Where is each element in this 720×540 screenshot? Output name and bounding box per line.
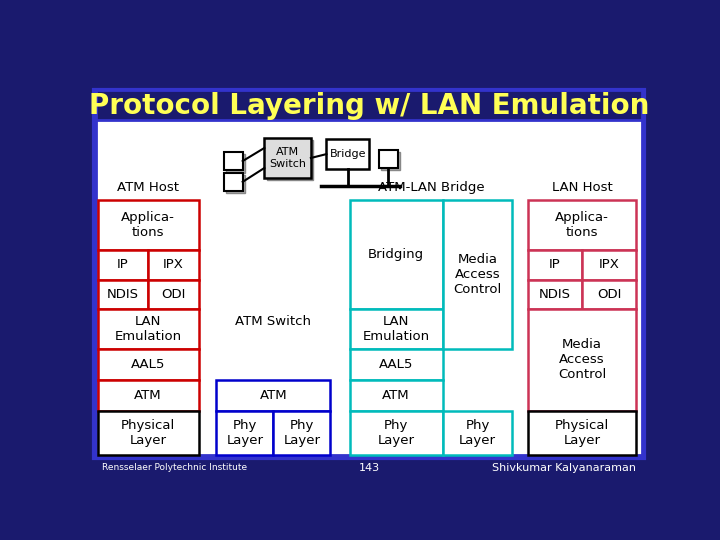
Bar bbox=[98, 380, 199, 410]
Text: ATM Host: ATM Host bbox=[117, 181, 179, 194]
Text: Phy
Layer: Phy Layer bbox=[283, 419, 320, 447]
Bar bbox=[98, 251, 148, 280]
Text: Applica-
tions: Applica- tions bbox=[555, 211, 609, 239]
Text: ATM
Switch: ATM Switch bbox=[269, 147, 306, 169]
Text: IP: IP bbox=[117, 259, 129, 272]
Text: ATM: ATM bbox=[135, 389, 162, 402]
Bar bbox=[350, 200, 443, 309]
Bar bbox=[379, 150, 397, 168]
Text: LAN
Emulation: LAN Emulation bbox=[114, 315, 181, 343]
Text: Media
Access
Control: Media Access Control bbox=[454, 253, 502, 296]
Text: Media
Access
Control: Media Access Control bbox=[558, 338, 606, 381]
Bar bbox=[350, 309, 443, 349]
Bar bbox=[528, 410, 636, 455]
Text: NDIS: NDIS bbox=[539, 288, 571, 301]
Text: Physical
Layer: Physical Layer bbox=[555, 419, 609, 447]
Text: ATM: ATM bbox=[382, 389, 410, 402]
Text: Applica-
tions: Applica- tions bbox=[121, 211, 175, 239]
Text: IPX: IPX bbox=[163, 259, 184, 272]
Text: Shivkumar Kalyanaraman: Shivkumar Kalyanaraman bbox=[492, 462, 636, 472]
Text: ATM Switch: ATM Switch bbox=[235, 315, 311, 328]
Text: LAN Host: LAN Host bbox=[552, 181, 613, 194]
Text: ATM-LAN Bridge: ATM-LAN Bridge bbox=[378, 181, 485, 194]
Text: Bridge: Bridge bbox=[330, 149, 366, 159]
Bar bbox=[216, 380, 330, 410]
Bar bbox=[98, 349, 199, 380]
Bar bbox=[148, 280, 199, 309]
Bar bbox=[582, 251, 636, 280]
Bar bbox=[326, 139, 369, 168]
Text: IP: IP bbox=[549, 259, 561, 272]
Bar bbox=[528, 280, 582, 309]
Bar bbox=[350, 410, 443, 455]
Bar bbox=[266, 140, 313, 180]
Text: 143: 143 bbox=[359, 462, 379, 472]
Text: IPX: IPX bbox=[599, 259, 620, 272]
Bar bbox=[98, 280, 148, 309]
Text: AAL5: AAL5 bbox=[131, 358, 166, 371]
Text: Physical
Layer: Physical Layer bbox=[121, 419, 175, 447]
Text: Phy
Layer: Phy Layer bbox=[377, 419, 415, 447]
Bar bbox=[382, 152, 400, 170]
Text: Protocol Layering w/ LAN Emulation: Protocol Layering w/ LAN Emulation bbox=[89, 92, 649, 120]
Bar bbox=[350, 349, 443, 380]
Bar bbox=[528, 309, 636, 410]
Bar bbox=[226, 154, 245, 173]
Text: Rensselaer Polytechnic Institute: Rensselaer Polytechnic Institute bbox=[102, 463, 247, 472]
Bar bbox=[528, 251, 582, 280]
Bar bbox=[528, 200, 636, 251]
Bar bbox=[350, 380, 443, 410]
Text: LAN
Emulation: LAN Emulation bbox=[363, 315, 430, 343]
Bar bbox=[224, 173, 243, 191]
Bar bbox=[224, 152, 243, 170]
Text: AAL5: AAL5 bbox=[379, 358, 413, 371]
Bar bbox=[98, 200, 199, 251]
Bar bbox=[98, 309, 199, 349]
Text: ODI: ODI bbox=[597, 288, 621, 301]
Bar bbox=[94, 90, 644, 457]
Bar bbox=[216, 410, 274, 455]
Bar bbox=[226, 175, 245, 193]
Text: Bridging: Bridging bbox=[368, 248, 424, 261]
Bar bbox=[582, 280, 636, 309]
Text: Phy
Layer: Phy Layer bbox=[459, 419, 496, 447]
Text: NDIS: NDIS bbox=[107, 288, 139, 301]
Text: Phy
Layer: Phy Layer bbox=[226, 419, 264, 447]
Bar bbox=[96, 92, 642, 455]
Text: ODI: ODI bbox=[161, 288, 186, 301]
Bar bbox=[264, 138, 311, 178]
Text: ATM: ATM bbox=[259, 389, 287, 402]
Bar bbox=[443, 410, 513, 455]
Bar bbox=[98, 410, 199, 455]
Bar bbox=[274, 410, 330, 455]
Bar bbox=[148, 251, 199, 280]
Bar bbox=[96, 90, 642, 120]
Bar bbox=[443, 200, 513, 349]
